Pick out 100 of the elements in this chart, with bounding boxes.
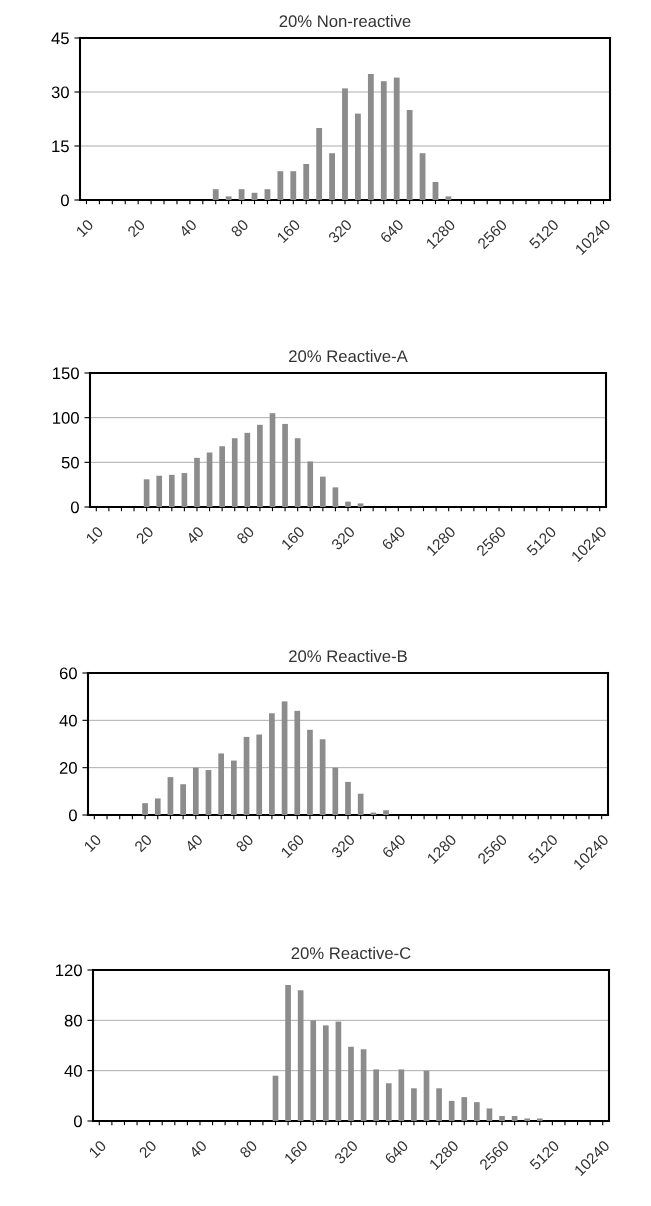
bar <box>445 196 452 200</box>
bar <box>373 1069 379 1121</box>
bar <box>231 438 238 507</box>
bar <box>329 153 335 200</box>
bar <box>316 128 323 200</box>
x-tick-label: 320 <box>327 218 353 244</box>
x-tick-label: 10 <box>75 218 94 238</box>
y-tick-label: 100 <box>53 412 79 424</box>
x-tick-label: 320 <box>333 1139 359 1165</box>
chart-title: 20% Reactive-C <box>291 946 411 960</box>
bar <box>474 1102 480 1121</box>
bar <box>383 810 389 815</box>
bar <box>536 1118 543 1121</box>
bar <box>406 110 413 200</box>
bar <box>212 189 219 200</box>
bar <box>342 88 348 200</box>
x-tick-label: 80 <box>230 218 250 238</box>
bar <box>367 74 374 200</box>
chart-title: 20% Reactive-B <box>289 649 407 663</box>
bar <box>225 196 232 200</box>
y-tick-label: 0 <box>60 194 69 207</box>
x-tick-label: 80 <box>235 833 255 853</box>
x-tick-label: 10 <box>83 833 102 853</box>
x-tick-label: 10 <box>88 1139 107 1159</box>
bar <box>385 1083 392 1121</box>
x-tick-label: 20 <box>135 525 155 545</box>
bar <box>461 1097 468 1121</box>
x-tick-label: 640 <box>381 833 407 859</box>
x-tick-label: 40 <box>184 833 204 853</box>
x-tick-label: 40 <box>188 1139 208 1159</box>
x-tick-label: 20 <box>138 1139 158 1159</box>
bar <box>307 729 313 815</box>
bar <box>486 1108 493 1121</box>
bar <box>168 474 175 507</box>
x-tick-label: 40 <box>178 218 198 238</box>
x-tick-label: 640 <box>381 525 406 551</box>
bar <box>219 446 225 507</box>
bar <box>180 784 186 815</box>
bar <box>218 753 225 815</box>
bar <box>524 1118 531 1121</box>
chart-title: 20% Reactive-A <box>289 349 408 363</box>
x-tick-label: 640 <box>384 1139 409 1165</box>
y-tick-label: 60 <box>59 667 77 680</box>
x-tick-label: 160 <box>276 218 301 244</box>
bar <box>499 1115 505 1121</box>
bar <box>154 798 161 815</box>
y-tick-label: 40 <box>59 714 77 727</box>
bar <box>244 432 251 507</box>
bar <box>448 1100 455 1121</box>
bar <box>332 767 339 815</box>
bar <box>345 501 351 507</box>
y-tick-label: 80 <box>64 1014 82 1027</box>
x-tick-label: 20 <box>126 218 146 238</box>
bar <box>282 423 288 507</box>
x-tick-label: 160 <box>280 833 305 859</box>
x-tick-label: 10 <box>85 525 104 545</box>
y-tick-label: 0 <box>70 501 79 514</box>
bar <box>192 767 199 815</box>
bar <box>256 734 263 815</box>
y-tick-label: 50 <box>61 456 79 469</box>
x-tick-label: 160 <box>283 1139 309 1165</box>
bar <box>290 171 297 200</box>
y-tick-label: 20 <box>59 762 77 774</box>
bar <box>257 424 263 507</box>
bar <box>277 171 284 200</box>
y-tick-label: 120 <box>56 964 82 977</box>
y-tick-label: 0 <box>68 809 77 822</box>
bar <box>380 81 387 200</box>
x-tick-label: 160 <box>280 525 306 551</box>
bar <box>348 1046 354 1121</box>
chart-title: 20% Non-reactive <box>279 14 411 28</box>
bar <box>269 713 275 815</box>
x-tick-label: 320 <box>330 525 356 551</box>
bar <box>156 475 163 507</box>
bar <box>285 985 291 1121</box>
bar <box>411 1088 417 1121</box>
x-tick-label: 640 <box>379 218 405 244</box>
bar <box>194 457 200 507</box>
bar <box>355 113 361 200</box>
x-tick-label: 20 <box>133 833 153 853</box>
x-tick-label: 80 <box>236 525 255 545</box>
y-tick-label: 30 <box>51 86 69 99</box>
bar <box>436 1088 442 1121</box>
bar <box>345 781 351 815</box>
bar <box>357 503 364 507</box>
bar <box>310 1020 317 1121</box>
y-tick-label: 15 <box>52 140 69 153</box>
x-tick-label: 320 <box>330 833 356 859</box>
y-tick-label: 40 <box>64 1065 82 1077</box>
bar <box>307 461 314 507</box>
y-tick-label: 0 <box>73 1115 82 1128</box>
y-tick-label: 150 <box>53 367 79 380</box>
x-tick-label: 40 <box>185 525 205 545</box>
x-tick-label: 80 <box>239 1139 258 1159</box>
bar <box>323 1025 329 1121</box>
bar <box>320 476 326 507</box>
bar <box>332 487 339 507</box>
bar <box>357 793 364 815</box>
bar <box>142 803 148 815</box>
bar <box>294 710 301 815</box>
